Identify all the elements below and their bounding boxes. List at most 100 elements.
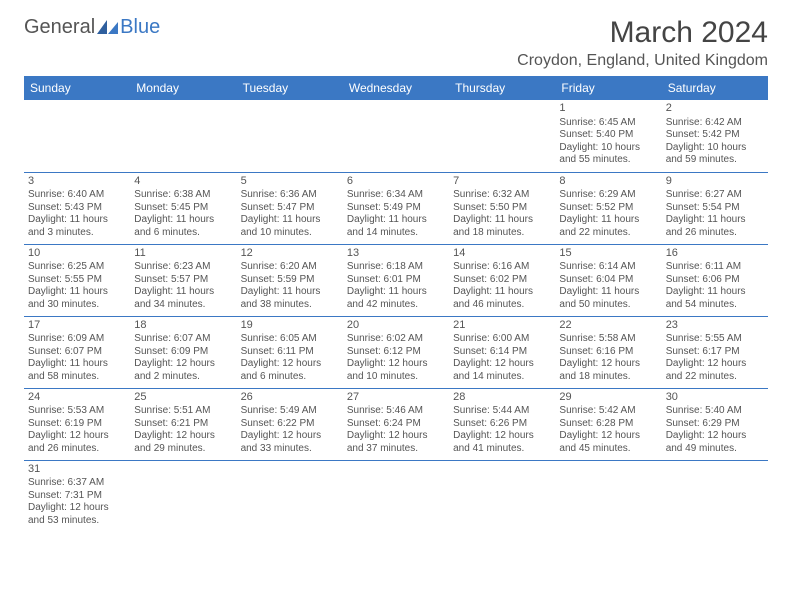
day-number: 3: [28, 175, 126, 189]
calendar-cell: 23Sunrise: 5:55 AMSunset: 6:17 PMDayligh…: [662, 316, 768, 388]
daylight2-text: and 41 minutes.: [453, 443, 551, 456]
day-header: Friday: [555, 76, 661, 100]
day-header: Sunday: [24, 76, 130, 100]
calendar-cell: 31Sunrise: 6:37 AMSunset: 7:31 PMDayligh…: [24, 460, 130, 532]
daylight1-text: Daylight: 11 hours: [347, 286, 445, 299]
daylight2-text: and 49 minutes.: [666, 443, 764, 456]
header: General Blue March 2024 Croydon, England…: [24, 16, 768, 70]
calendar-cell: 5Sunrise: 6:36 AMSunset: 5:47 PMDaylight…: [237, 172, 343, 244]
sunset-text: Sunset: 5:45 PM: [134, 202, 232, 215]
sunset-text: Sunset: 6:01 PM: [347, 274, 445, 287]
calendar-cell: [662, 460, 768, 532]
location-text: Croydon, England, United Kingdom: [517, 52, 768, 70]
calendar-cell: [555, 460, 661, 532]
daylight1-text: Daylight: 12 hours: [666, 358, 764, 371]
daylight2-text: and 38 minutes.: [241, 299, 339, 312]
daylight1-text: Daylight: 12 hours: [28, 430, 126, 443]
sunset-text: Sunset: 6:02 PM: [453, 274, 551, 287]
daylight2-text: and 45 minutes.: [559, 443, 657, 456]
daylight1-text: Daylight: 11 hours: [559, 214, 657, 227]
daylight2-text: and 29 minutes.: [134, 443, 232, 456]
sunset-text: Sunset: 5:47 PM: [241, 202, 339, 215]
calendar-cell: 29Sunrise: 5:42 AMSunset: 6:28 PMDayligh…: [555, 388, 661, 460]
sunrise-text: Sunrise: 6:32 AM: [453, 189, 551, 202]
daylight2-text: and 10 minutes.: [347, 371, 445, 384]
sunset-text: Sunset: 6:12 PM: [347, 346, 445, 359]
daylight2-text: and 14 minutes.: [347, 227, 445, 240]
daylight1-text: Daylight: 11 hours: [134, 214, 232, 227]
day-number: 21: [453, 319, 551, 333]
calendar-cell: [343, 460, 449, 532]
sunrise-text: Sunrise: 5:46 AM: [347, 405, 445, 418]
day-number: 28: [453, 391, 551, 405]
daylight2-text: and 34 minutes.: [134, 299, 232, 312]
daylight2-text: and 10 minutes.: [241, 227, 339, 240]
sunset-text: Sunset: 6:06 PM: [666, 274, 764, 287]
calendar-cell: 20Sunrise: 6:02 AMSunset: 6:12 PMDayligh…: [343, 316, 449, 388]
day-header-row: SundayMondayTuesdayWednesdayThursdayFrid…: [24, 76, 768, 100]
day-header: Thursday: [449, 76, 555, 100]
calendar-row: 10Sunrise: 6:25 AMSunset: 5:55 PMDayligh…: [24, 244, 768, 316]
daylight2-text: and 53 minutes.: [28, 515, 126, 528]
calendar-cell: 25Sunrise: 5:51 AMSunset: 6:21 PMDayligh…: [130, 388, 236, 460]
sunset-text: Sunset: 5:52 PM: [559, 202, 657, 215]
sunrise-text: Sunrise: 6:27 AM: [666, 189, 764, 202]
day-number: 9: [666, 175, 764, 189]
sunrise-text: Sunrise: 5:51 AM: [134, 405, 232, 418]
daylight2-text: and 26 minutes.: [28, 443, 126, 456]
calendar-cell: 4Sunrise: 6:38 AMSunset: 5:45 PMDaylight…: [130, 172, 236, 244]
sunrise-text: Sunrise: 5:53 AM: [28, 405, 126, 418]
sunset-text: Sunset: 5:42 PM: [666, 129, 764, 142]
daylight2-text: and 6 minutes.: [134, 227, 232, 240]
calendar-cell: 18Sunrise: 6:07 AMSunset: 6:09 PMDayligh…: [130, 316, 236, 388]
daylight2-text: and 26 minutes.: [666, 227, 764, 240]
sunrise-text: Sunrise: 6:23 AM: [134, 261, 232, 274]
calendar-cell: 21Sunrise: 6:00 AMSunset: 6:14 PMDayligh…: [449, 316, 555, 388]
sunset-text: Sunset: 6:29 PM: [666, 418, 764, 431]
calendar-cell: 10Sunrise: 6:25 AMSunset: 5:55 PMDayligh…: [24, 244, 130, 316]
sunset-text: Sunset: 6:21 PM: [134, 418, 232, 431]
sunrise-text: Sunrise: 6:09 AM: [28, 333, 126, 346]
day-number: 12: [241, 247, 339, 261]
sunset-text: Sunset: 6:24 PM: [347, 418, 445, 431]
sunset-text: Sunset: 6:22 PM: [241, 418, 339, 431]
sunset-text: Sunset: 6:11 PM: [241, 346, 339, 359]
day-number: 7: [453, 175, 551, 189]
sunrise-text: Sunrise: 5:55 AM: [666, 333, 764, 346]
day-number: 16: [666, 247, 764, 261]
sunrise-text: Sunrise: 6:00 AM: [453, 333, 551, 346]
daylight1-text: Daylight: 11 hours: [28, 358, 126, 371]
daylight1-text: Daylight: 11 hours: [134, 286, 232, 299]
daylight2-text: and 6 minutes.: [241, 371, 339, 384]
sunset-text: Sunset: 6:28 PM: [559, 418, 657, 431]
daylight1-text: Daylight: 11 hours: [666, 214, 764, 227]
sunrise-text: Sunrise: 6:07 AM: [134, 333, 232, 346]
daylight1-text: Daylight: 12 hours: [453, 430, 551, 443]
sunset-text: Sunset: 5:55 PM: [28, 274, 126, 287]
calendar-row: 24Sunrise: 5:53 AMSunset: 6:19 PMDayligh…: [24, 388, 768, 460]
sail-icon: [97, 20, 119, 36]
calendar-cell: [237, 100, 343, 172]
calendar-cell: 15Sunrise: 6:14 AMSunset: 6:04 PMDayligh…: [555, 244, 661, 316]
day-number: 15: [559, 247, 657, 261]
sunset-text: Sunset: 6:26 PM: [453, 418, 551, 431]
sunset-text: Sunset: 5:40 PM: [559, 129, 657, 142]
daylight2-text: and 42 minutes.: [347, 299, 445, 312]
sunset-text: Sunset: 6:04 PM: [559, 274, 657, 287]
day-number: 30: [666, 391, 764, 405]
calendar-cell: 19Sunrise: 6:05 AMSunset: 6:11 PMDayligh…: [237, 316, 343, 388]
sunrise-text: Sunrise: 6:38 AM: [134, 189, 232, 202]
sunrise-text: Sunrise: 5:49 AM: [241, 405, 339, 418]
calendar-cell: [130, 100, 236, 172]
sunrise-text: Sunrise: 6:40 AM: [28, 189, 126, 202]
calendar-row: 31Sunrise: 6:37 AMSunset: 7:31 PMDayligh…: [24, 460, 768, 532]
daylight2-text: and 2 minutes.: [134, 371, 232, 384]
calendar-cell: 28Sunrise: 5:44 AMSunset: 6:26 PMDayligh…: [449, 388, 555, 460]
daylight1-text: Daylight: 12 hours: [241, 430, 339, 443]
day-number: 23: [666, 319, 764, 333]
calendar-cell: [237, 460, 343, 532]
calendar-cell: 16Sunrise: 6:11 AMSunset: 6:06 PMDayligh…: [662, 244, 768, 316]
logo-text-general: General: [24, 16, 95, 39]
sunrise-text: Sunrise: 5:44 AM: [453, 405, 551, 418]
sunrise-text: Sunrise: 6:16 AM: [453, 261, 551, 274]
